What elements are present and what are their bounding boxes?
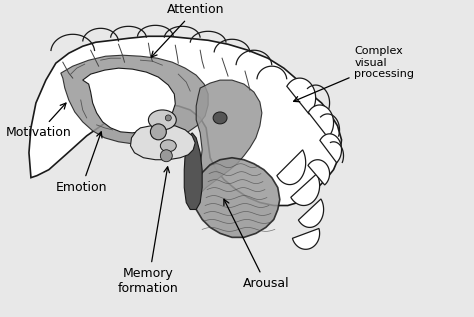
Circle shape [160,150,172,162]
Polygon shape [320,134,341,163]
Ellipse shape [213,112,227,124]
Text: Memory
formation: Memory formation [118,167,179,295]
Polygon shape [309,105,334,137]
Polygon shape [190,80,262,210]
Polygon shape [196,158,280,237]
Polygon shape [29,36,342,205]
Text: Complex
visual
processing: Complex visual processing [293,46,414,102]
Text: Emotion: Emotion [56,132,107,194]
Text: Motivation: Motivation [6,103,72,139]
Ellipse shape [160,140,176,152]
Polygon shape [299,199,324,227]
Ellipse shape [148,110,176,130]
Polygon shape [287,78,316,114]
Polygon shape [61,55,208,144]
Polygon shape [130,125,195,160]
Circle shape [150,124,166,140]
Polygon shape [277,150,306,184]
Polygon shape [291,174,319,205]
Polygon shape [82,68,175,133]
Polygon shape [292,229,319,249]
Polygon shape [308,160,329,185]
Text: Attention: Attention [151,3,224,57]
Text: Arousal: Arousal [224,199,289,290]
Polygon shape [184,133,202,210]
Circle shape [165,115,171,121]
